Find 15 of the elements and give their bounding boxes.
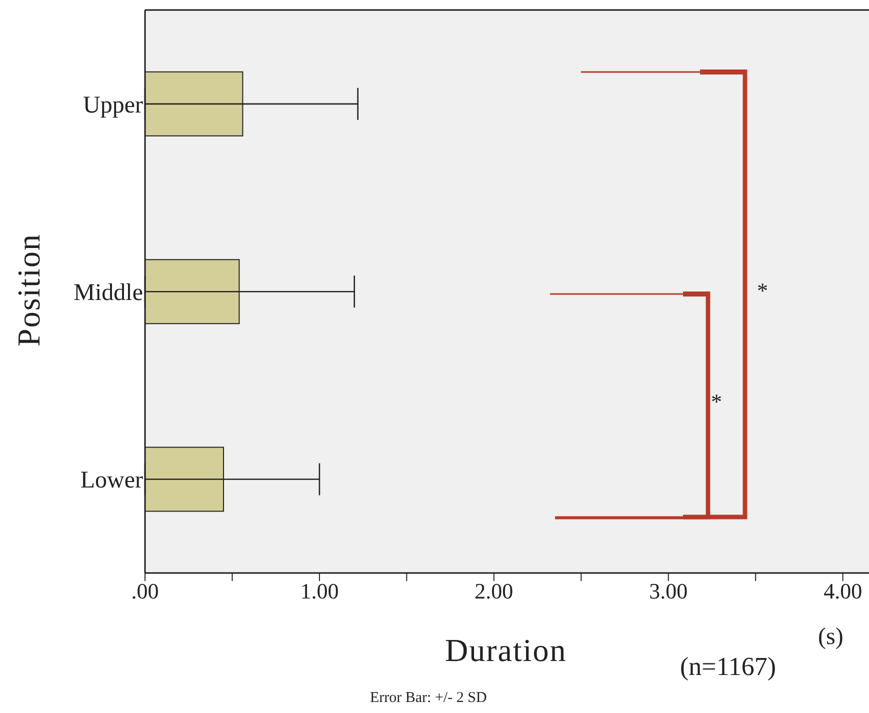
- y-tick-label: Lower: [80, 468, 144, 494]
- annotation: *: [757, 278, 768, 304]
- annotation: *: [711, 389, 722, 415]
- y-tick-label: Upper: [83, 92, 143, 118]
- text: Error Bar: +/- 2 SD: [370, 690, 487, 707]
- x-tick-label: 3.00: [649, 578, 688, 604]
- x-axis-title: Duration: [445, 632, 567, 669]
- text: (s): [818, 624, 844, 651]
- y-axis-title: Position: [10, 234, 48, 346]
- y-tick-label: Middle: [74, 280, 143, 306]
- x-tick-label: 2.00: [474, 578, 514, 604]
- x-tick-label: 1.00: [300, 578, 339, 604]
- x-tick-label: .00: [131, 578, 159, 604]
- text: (n=1167): [680, 652, 776, 682]
- x-tick-label: 4.00: [824, 578, 862, 604]
